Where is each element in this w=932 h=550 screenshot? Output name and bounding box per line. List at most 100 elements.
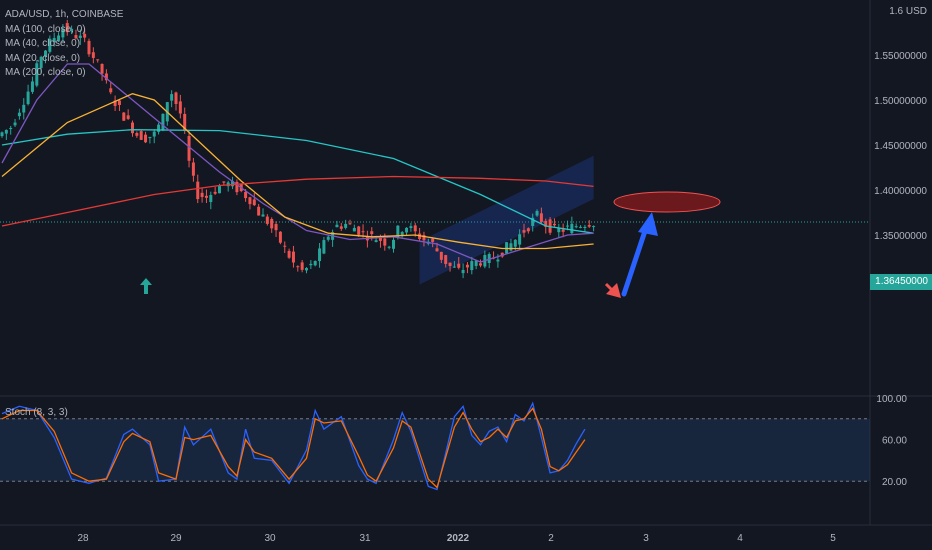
candle-body <box>326 236 330 240</box>
candle-body <box>583 226 587 228</box>
candle-body <box>204 195 208 198</box>
candle-body <box>252 199 256 206</box>
stoch-legend[interactable]: Stoch (8, 3, 3) <box>5 407 68 418</box>
candle-body <box>174 92 178 104</box>
candle-body <box>396 225 400 237</box>
candle-body <box>470 261 474 271</box>
candle-body <box>552 223 556 226</box>
candle-body <box>0 132 4 137</box>
symbol-title[interactable]: ADA/USD, 1h, COINBASE <box>5 9 124 20</box>
candle-body <box>57 35 61 41</box>
candle-body <box>413 225 417 232</box>
candle-body <box>400 232 404 236</box>
candle-body <box>531 217 535 226</box>
candle-body <box>487 254 491 264</box>
candle-body <box>296 266 300 268</box>
candle-body <box>96 59 100 61</box>
candle-body <box>452 266 456 268</box>
candle-body <box>100 63 104 74</box>
candle-body <box>561 229 565 232</box>
candle-body <box>570 223 574 234</box>
moving-average-line <box>1 129 594 234</box>
candle-body <box>113 100 117 106</box>
candle-body <box>30 81 34 92</box>
candle-body <box>9 127 13 130</box>
stoch-axis-tick: 20.00 <box>882 477 907 488</box>
candle-body <box>444 255 448 264</box>
candle-body <box>535 210 539 216</box>
candle-body <box>479 263 482 266</box>
candle-body <box>218 186 221 194</box>
candle-body <box>231 181 235 187</box>
candle-body <box>352 227 356 232</box>
candle-body <box>305 268 308 271</box>
legend-ma40[interactable]: MA (40, close, 0) <box>5 38 81 49</box>
blue-arrow-shaft <box>621 225 649 297</box>
candle-body <box>461 269 465 274</box>
candle-body <box>122 112 126 121</box>
candle-body <box>496 259 500 262</box>
candle-body <box>157 124 161 132</box>
candle-body <box>544 220 548 227</box>
candle-body <box>183 113 187 131</box>
candle-body <box>235 181 239 193</box>
candle-body <box>392 239 395 249</box>
candle-body <box>109 88 113 93</box>
stoch-line <box>1 407 586 489</box>
candle-body <box>117 100 121 106</box>
candle-body <box>139 131 143 140</box>
candle-body <box>539 213 543 222</box>
time-axis-tick: 2 <box>548 533 554 544</box>
legend-ma200[interactable]: MA (200, close, 0) <box>5 67 86 78</box>
candle-body <box>213 191 217 194</box>
candle-body <box>509 243 513 251</box>
candle-body <box>44 50 47 57</box>
candle-body <box>26 91 30 105</box>
candle-body <box>209 195 213 203</box>
candle-body <box>70 28 74 31</box>
candle-body <box>518 234 522 245</box>
candle-body <box>448 262 452 266</box>
candle-body <box>522 230 526 233</box>
stoch-line <box>1 401 586 491</box>
candle-body <box>78 35 82 38</box>
legend-ma20[interactable]: MA (20, close, 0) <box>5 52 81 64</box>
time-axis-tick: 29 <box>170 533 182 544</box>
candle-body <box>505 242 509 254</box>
candle-body <box>557 227 561 233</box>
candle-body <box>574 226 578 228</box>
candle-body <box>513 239 517 247</box>
candle-body <box>322 240 326 254</box>
candle-body <box>318 248 322 262</box>
candle-body <box>300 262 304 270</box>
candle-body <box>17 112 21 117</box>
candle-body <box>48 38 52 52</box>
candle-body <box>287 250 291 258</box>
candle-body <box>409 226 413 229</box>
target-zone-ellipse <box>613 191 721 213</box>
candle-body <box>104 73 108 81</box>
candle-body <box>35 63 39 86</box>
candle-body <box>378 236 382 241</box>
legend-ma100[interactable]: MA (100, close, 0) <box>5 23 86 35</box>
candle-body <box>191 162 195 176</box>
candle-body <box>335 224 339 228</box>
candle-body <box>370 231 374 235</box>
candle-body <box>13 122 17 126</box>
stoch-band <box>0 418 870 482</box>
candle-body <box>526 228 530 232</box>
candle-body <box>383 238 387 246</box>
candle-body <box>200 192 204 198</box>
price-axis-tick: 1.45000000 <box>874 141 927 152</box>
candle-body <box>587 225 591 227</box>
candle-body <box>357 226 361 235</box>
candle-body <box>126 115 130 119</box>
candle-body <box>566 225 569 227</box>
candle-body <box>474 260 478 266</box>
current-price-tag: 1.36450000 <box>870 274 932 290</box>
candle-body <box>52 38 56 42</box>
candle-body <box>439 251 443 260</box>
candle-body <box>244 191 248 199</box>
